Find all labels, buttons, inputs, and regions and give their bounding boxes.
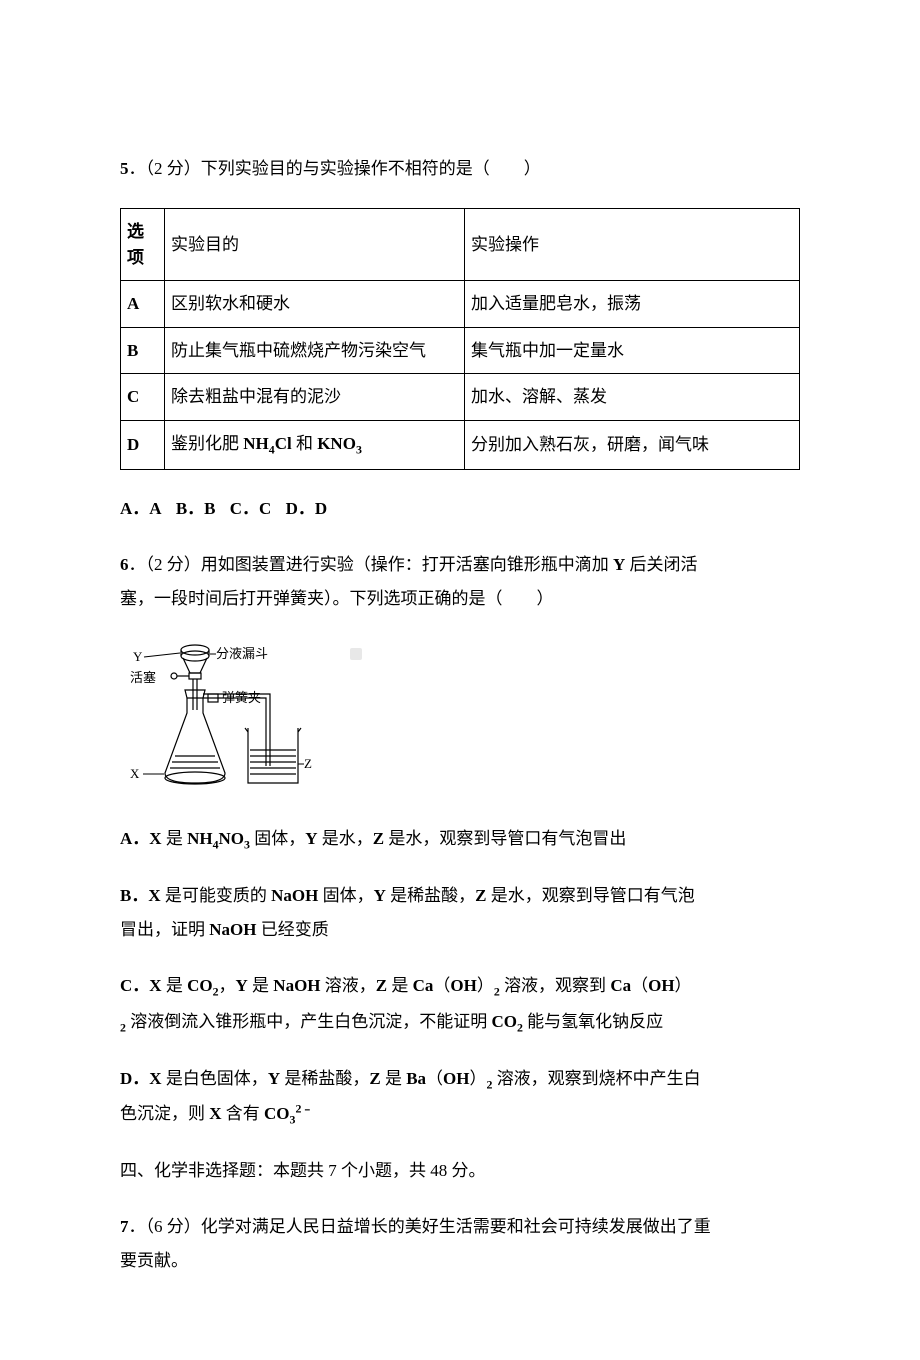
q5-choices: A．A B．B C．C D．D: [120, 492, 800, 526]
table-row: 选项 实验目的 实验操作: [121, 209, 800, 281]
q7-number: 7: [120, 1217, 129, 1236]
th-option: 选项: [121, 209, 165, 281]
row-operation: 加入适量肥皂水，振荡: [465, 281, 800, 328]
q7-points: （6 分）: [146, 1217, 201, 1236]
q5-number: 5: [120, 159, 129, 178]
label-stopcock: 活塞: [130, 670, 156, 685]
q6-points: （2 分）: [146, 555, 201, 574]
q5-points: （2 分）: [146, 159, 201, 178]
label-z: Z: [304, 756, 312, 771]
row-opt: D: [121, 420, 165, 469]
row-purpose: 区别软水和硬水: [165, 281, 465, 328]
watermark-dot: [350, 648, 362, 660]
q6-choice-d: D．X 是白色固体，Y 是稀盐酸，Z 是 Ba（OH）2 溶液，观察到烧杯中产生…: [120, 1062, 800, 1132]
label-y: Y: [133, 649, 143, 664]
table-row: A 区别软水和硬水 加入适量肥皂水，振荡: [121, 281, 800, 328]
row-opt: C: [121, 374, 165, 421]
row-opt: A: [121, 281, 165, 328]
q6-apparatus-diagram: Y 分液漏斗 活塞 弹簧夹 X Z: [130, 638, 800, 801]
row-purpose: 除去粗盐中混有的泥沙: [165, 374, 465, 421]
section-4-heading: 四、化学非选择题：本题共 7 个小题，共 48 分。: [120, 1154, 800, 1188]
q5-stem: 5．（2 分）下列实验目的与实验操作不相符的是（ ）: [120, 152, 800, 186]
row-opt: B: [121, 327, 165, 374]
q5-stem-text: 下列实验目的与实验操作不相符的是（ ）: [201, 159, 541, 178]
row-operation: 分别加入熟石灰，研磨，闻气味: [465, 420, 800, 469]
row-purpose: 鉴别化肥 NH4Cl 和 KNO3: [165, 420, 465, 469]
q5-table: 选项 实验目的 实验操作 A 区别软水和硬水 加入适量肥皂水，振荡 B 防止集气…: [120, 208, 800, 470]
row-operation: 加水、溶解、蒸发: [465, 374, 800, 421]
row-purpose: 防止集气瓶中硫燃烧产物污染空气: [165, 327, 465, 374]
q6-stem: 6．（2 分）用如图装置进行实验（操作：打开活塞向锥形瓶中滴加 Y 后关闭活 塞…: [120, 548, 800, 616]
th-purpose: 实验目的: [165, 209, 465, 281]
table-row: D 鉴别化肥 NH4Cl 和 KNO3 分别加入熟石灰，研磨，闻气味: [121, 420, 800, 469]
table-row: C 除去粗盐中混有的泥沙 加水、溶解、蒸发: [121, 374, 800, 421]
label-funnel: 分液漏斗: [216, 646, 268, 661]
th-operation: 实验操作: [465, 209, 800, 281]
q6-choice-b: B．X 是可能变质的 NaOH 固体，Y 是稀盐酸，Z 是水，观察到导管口有气泡…: [120, 879, 800, 947]
table-row: B 防止集气瓶中硫燃烧产物污染空气 集气瓶中加一定量水: [121, 327, 800, 374]
q6-choice-c: C．X 是 CO2，Y 是 NaOH 溶液，Z 是 Ca（OH）2 溶液，观察到…: [120, 969, 800, 1039]
q6-choice-a: A．X 是 NH4NO3 固体，Y 是水，Z 是水，观察到导管口有气泡冒出: [120, 822, 800, 857]
label-x: X: [130, 766, 140, 781]
label-clamp: 弹簧夹: [222, 690, 261, 705]
row-operation: 集气瓶中加一定量水: [465, 327, 800, 374]
q7-stem: 7．（6 分）化学对满足人民日益增长的美好生活需要和社会可持续发展做出了重 要贡…: [120, 1210, 800, 1278]
q6-number: 6: [120, 555, 129, 574]
